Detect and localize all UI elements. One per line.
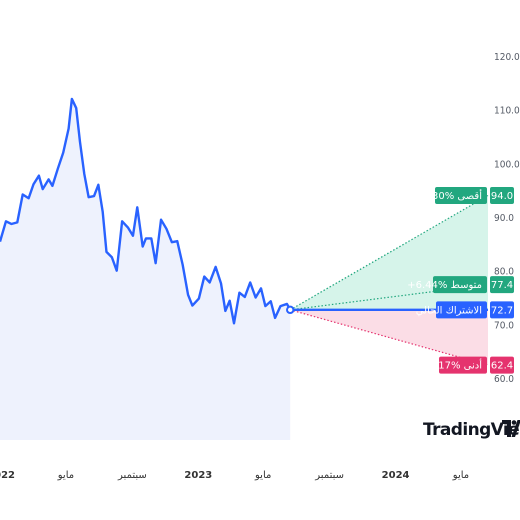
value-text: 62.4 — [491, 361, 513, 372]
label-text: الاشتراك الحالي — [416, 305, 482, 316]
forecast-max-line — [289, 195, 489, 311]
x-tick-label: 2023 — [184, 470, 212, 481]
x-tick-label: مايو — [254, 470, 271, 481]
tradingview-logo-icon — [502, 420, 520, 437]
value-text: 94.0 — [491, 191, 513, 202]
label-text: +6.44% متوسط — [407, 280, 482, 291]
value-text: 77.4 — [491, 280, 513, 291]
x-tick-label: سبتمبر — [314, 470, 344, 481]
label-text: -14.17% أدنى — [419, 359, 482, 372]
value-badge — [490, 301, 514, 319]
x-tick-label: 2024 — [382, 470, 410, 481]
y-tick-label: 120.0 — [494, 52, 520, 63]
last-price-marker — [286, 305, 295, 315]
x-tick-label: 2022 — [0, 470, 15, 481]
label-box — [436, 301, 487, 319]
forecast-label-max: +29.30% أقصى 94.0 — [408, 187, 514, 205]
tradingview-wordmark: TradingView — [423, 420, 520, 440]
value-text: 72.7 — [491, 305, 513, 316]
y-tick-label: 70.0 — [494, 320, 514, 331]
value-badge — [490, 356, 514, 374]
forecast-label-min: -14.17% أدنى 62.4 — [419, 356, 514, 374]
label-box — [439, 356, 487, 374]
label-box — [435, 187, 487, 205]
forecast-min-line — [290, 309, 489, 366]
x-tick-label: مايو — [452, 470, 469, 481]
label-box — [433, 276, 487, 294]
y-tick-label: 90.0 — [494, 213, 514, 224]
y-tick-label: 110.0 — [494, 106, 520, 117]
x-tick-label: مايو — [57, 470, 74, 481]
y-tick-label: 80.0 — [494, 267, 514, 278]
tradingview-logo: TradingView — [423, 420, 520, 440]
value-badge — [490, 187, 514, 205]
label-text: +29.30% أقصى — [408, 189, 482, 202]
price-area — [0, 98, 291, 440]
y-tick-label: 60.0 — [494, 374, 514, 385]
x-tick-label: سبتمبر — [117, 470, 147, 481]
y-tick-label: 100.0 — [494, 159, 520, 170]
forecast-label-avg: +6.44% متوسط 77.4 — [407, 276, 514, 294]
value-badge — [490, 276, 514, 294]
price-line — [0, 97, 292, 325]
forecast-label-cur: الاشتراك الحالي 72.7 — [416, 301, 514, 319]
